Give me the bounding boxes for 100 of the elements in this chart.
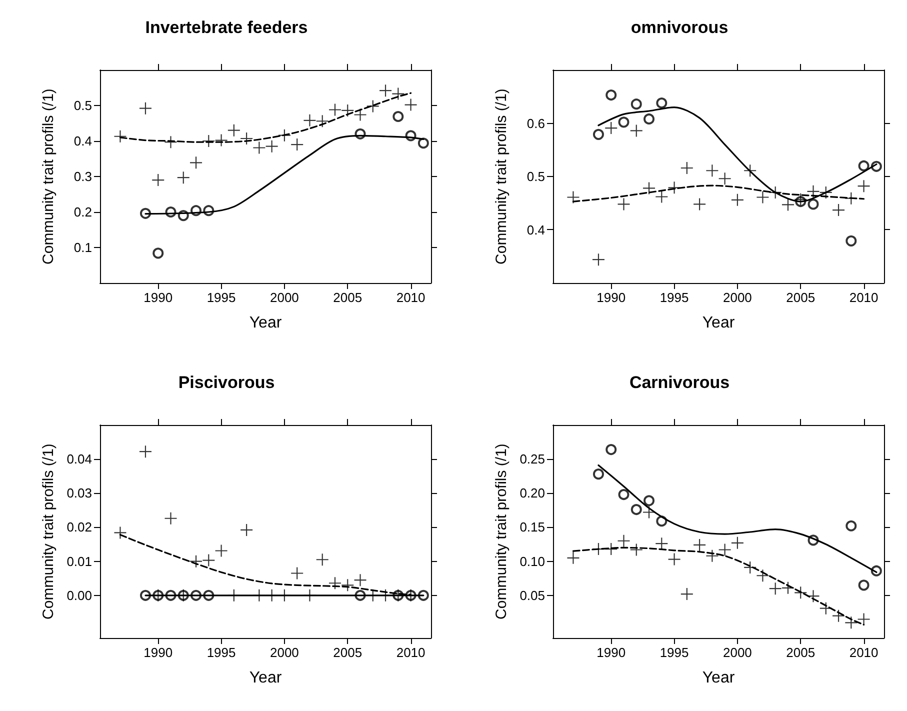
- y-tick-label: 0.25: [520, 452, 545, 467]
- x-axis-title: Year: [249, 670, 282, 686]
- point: [139, 102, 152, 114]
- x-tick-label: 2000: [270, 290, 299, 305]
- point: [718, 172, 731, 185]
- y-tick-label: 0.00: [66, 588, 92, 603]
- point: [858, 580, 870, 591]
- point: [354, 108, 366, 121]
- y-axis-title: Community trait profils (/1): [40, 88, 57, 264]
- y-tick-label: 0.02: [66, 520, 92, 535]
- point: [202, 554, 215, 566]
- chart-title: Piscivorous: [178, 373, 275, 392]
- point: [152, 248, 164, 259]
- x-tick-label: 2010: [849, 290, 878, 305]
- point: [190, 156, 202, 169]
- x-tick-label: 1995: [206, 645, 236, 660]
- point: [304, 114, 316, 126]
- point: [164, 136, 177, 148]
- point: [316, 554, 328, 566]
- point: [380, 84, 392, 97]
- point: [567, 552, 580, 564]
- point: [606, 444, 617, 456]
- point: [328, 104, 341, 116]
- point: [592, 128, 604, 140]
- point: [630, 98, 642, 110]
- y-tick-label: 0.4: [74, 134, 92, 148]
- point: [858, 160, 870, 172]
- point: [592, 468, 604, 480]
- point: [807, 185, 820, 198]
- point: [266, 140, 278, 152]
- point: [731, 194, 744, 206]
- point: [656, 190, 668, 203]
- point: [404, 98, 417, 111]
- point: [139, 446, 152, 458]
- point: [592, 254, 604, 266]
- point: [177, 172, 190, 184]
- point: [668, 553, 680, 566]
- x-axis-title: Year: [702, 670, 736, 686]
- point: [858, 180, 870, 192]
- point: [630, 504, 642, 516]
- point: [756, 570, 769, 582]
- point: [769, 582, 782, 595]
- point: [808, 198, 819, 210]
- point: [114, 130, 126, 142]
- x-tick-label: 1990: [596, 645, 626, 660]
- x-tick-label: 2005: [786, 290, 816, 305]
- point: [240, 524, 253, 536]
- y-tick-label: 0.6: [526, 116, 545, 131]
- point: [618, 489, 630, 500]
- point: [215, 544, 228, 557]
- point: [718, 544, 731, 556]
- point: [291, 567, 304, 580]
- y-tick-label: 0.1: [74, 240, 92, 255]
- point: [605, 122, 618, 134]
- point: [643, 506, 656, 518]
- y-tick-label: 0.5: [526, 169, 545, 184]
- chart-title: omnivorous: [630, 18, 728, 37]
- point: [630, 544, 642, 556]
- x-tick-label: 2005: [333, 290, 362, 305]
- point: [832, 204, 845, 216]
- point: [567, 191, 580, 204]
- point: [643, 182, 656, 194]
- chart-title: Invertebrate feeders: [145, 18, 308, 37]
- point: [228, 124, 240, 136]
- point: [618, 198, 630, 210]
- point: [392, 88, 404, 100]
- y-axis-title: Community trait profils (/1): [493, 88, 510, 264]
- x-tick-label: 2010: [849, 645, 878, 660]
- point: [694, 198, 706, 210]
- x-tick-label: 2000: [270, 645, 299, 660]
- y-tick-label: 0.3: [74, 169, 92, 184]
- point: [418, 138, 429, 149]
- point: [618, 116, 630, 128]
- x-tick-label: 2005: [786, 645, 816, 660]
- x-tick-label: 2010: [396, 290, 426, 305]
- point: [392, 111, 404, 122]
- point: [858, 613, 870, 626]
- point: [668, 182, 680, 194]
- x-tick-label: 1995: [660, 645, 689, 660]
- point: [215, 134, 228, 146]
- y-tick-label: 0.05: [520, 588, 545, 603]
- y-tick-label: 0.01: [66, 554, 92, 569]
- x-tick-label: 2000: [722, 645, 752, 660]
- x-tick-label: 2010: [396, 645, 426, 660]
- x-tick-label: 1990: [144, 290, 173, 305]
- point: [630, 124, 642, 137]
- y-tick-label: 0.15: [520, 520, 545, 535]
- point: [680, 588, 693, 600]
- x-tick-label: 1995: [660, 290, 689, 305]
- point: [846, 235, 857, 246]
- point: [680, 162, 693, 174]
- x-tick-label: 1990: [144, 645, 173, 660]
- y-tick-label: 0.5: [74, 98, 92, 113]
- y-axis-title: Community trait profils (/1): [40, 444, 57, 620]
- point: [807, 590, 820, 602]
- point: [694, 538, 706, 551]
- x-axis-title: Year: [249, 314, 282, 332]
- point: [164, 512, 177, 524]
- x-tick-label: 2005: [333, 645, 362, 660]
- point: [366, 100, 379, 112]
